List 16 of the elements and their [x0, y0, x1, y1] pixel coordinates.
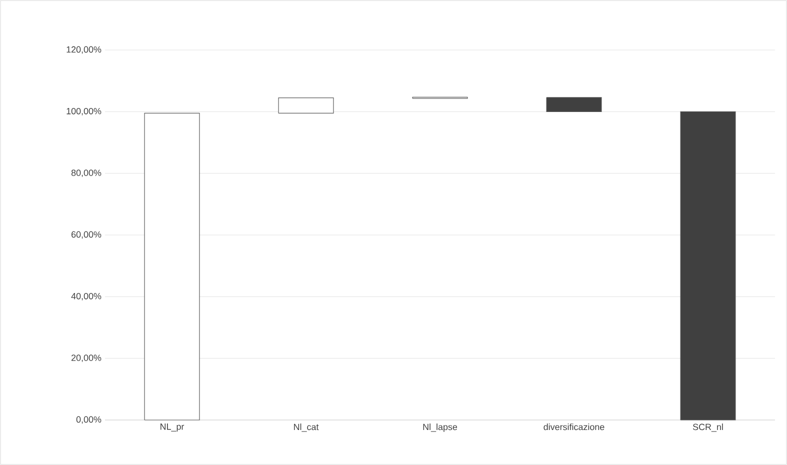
bar	[546, 97, 602, 112]
y-tick-label: 0,00%	[76, 416, 102, 424]
y-tick-label: 100,00%	[66, 108, 102, 116]
y-tick-label: 60,00%	[72, 231, 102, 239]
y-tick-label: 80,00%	[71, 170, 102, 178]
bar	[680, 111, 736, 420]
y-tick-label: 40,00%	[71, 292, 102, 300]
bar	[278, 97, 334, 114]
x-tick-label: diversificazione	[544, 424, 604, 430]
x-tick-label: NL_pr	[160, 424, 184, 432]
bar	[144, 112, 200, 420]
x-tick-label: Nl_cat	[294, 424, 319, 432]
x-tick-label: SCR_nl	[692, 424, 723, 432]
x-tick-label: Nl_lapse	[423, 424, 458, 432]
y-tick-label: 20,00%	[72, 354, 102, 362]
y-tick-label: 120,00%	[66, 46, 102, 54]
